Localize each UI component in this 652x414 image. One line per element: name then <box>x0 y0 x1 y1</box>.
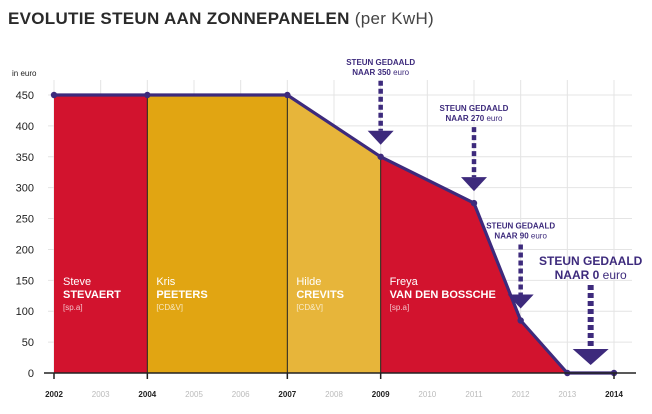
annotation-line2: NAAR 0 euro <box>555 268 627 282</box>
annotation-line1: STEUN GEDAALD <box>440 104 509 113</box>
x-tick-label: 2005 <box>185 390 203 399</box>
x-tick-label: 2006 <box>232 390 250 399</box>
x-tick-label: 2008 <box>325 390 343 399</box>
annotation-arrow-head <box>461 177 487 192</box>
annotation-arrow-head <box>572 349 609 365</box>
y-tick-label: 250 <box>16 214 34 226</box>
period-party: [CD&V] <box>296 303 323 312</box>
period-first-name: Steve <box>63 276 91 288</box>
data-point <box>144 91 151 99</box>
x-tick-label: 2012 <box>512 390 530 399</box>
annotation-unit: euro <box>603 268 627 282</box>
chart-title: EVOLUTIE STEUN AAN ZONNEPANELEN (per KwH… <box>8 9 434 29</box>
annotation-arrow-head <box>507 294 534 309</box>
data-point <box>517 317 524 324</box>
y-tick-label: 150 <box>16 275 34 287</box>
data-line <box>50 91 618 377</box>
period-last-name: STEVAERT <box>63 289 121 301</box>
period-area <box>147 95 288 373</box>
annotation-arrow-head <box>367 130 394 145</box>
y-tick-label: 350 <box>16 152 34 164</box>
y-axis-label: in euro <box>12 69 37 78</box>
x-tick-label: 2014 <box>605 390 623 399</box>
data-point <box>377 153 384 160</box>
annotation-unit: euro <box>486 114 503 123</box>
x-tick-label: 2010 <box>418 390 436 399</box>
period-party: [sp.a] <box>63 303 83 312</box>
period-first-name: Kris <box>156 276 175 288</box>
data-point <box>50 91 58 99</box>
y-tick-label: 200 <box>16 244 34 256</box>
axes: in euro 0 50 100 150 200 250 300 350 400 450 2002 20… <box>12 69 636 399</box>
data-point <box>284 91 291 99</box>
x-tick-label: 2013 <box>558 390 576 399</box>
y-tick-label: 300 <box>16 183 34 195</box>
chart-subtitle: (per KwH) <box>354 9 435 28</box>
period-party: [CD&V] <box>156 303 183 312</box>
period-first-name: Hilde <box>296 276 321 288</box>
period-last-name: PEETERS <box>156 289 207 301</box>
period-party: [sp.a] <box>390 303 410 312</box>
chart-title-main: EVOLUTIE STEUN AAN ZONNEPANELEN <box>8 9 350 28</box>
annotation-line1: STEUN GEDAALD <box>346 58 415 67</box>
annotation-line2: NAAR 350 euro <box>352 68 409 77</box>
annotation-line1: STEUN GEDAALD <box>539 254 643 268</box>
y-tick-label: 400 <box>16 121 34 133</box>
annotation-line2: NAAR 90 euro <box>494 231 547 240</box>
annotation-unit: euro <box>393 68 410 77</box>
x-tick-label: 2003 <box>92 390 110 399</box>
period-area <box>54 95 148 373</box>
annotation-line1: STEUN GEDAALD <box>486 221 555 230</box>
period-last-name: CREVITS <box>296 289 344 301</box>
period-area <box>287 95 381 373</box>
x-tick-label: 2007 <box>278 390 296 399</box>
x-tick-label: 2011 <box>465 390 483 399</box>
x-tick-label: 2009 <box>372 390 390 399</box>
y-tick-label: 50 <box>22 337 34 349</box>
period-last-name: VAN DEN BOSSCHE <box>390 289 496 301</box>
y-tick-label: 100 <box>16 306 34 318</box>
annotation-unit: euro <box>531 231 548 240</box>
period-first-name: Freya <box>390 276 419 288</box>
x-tick-label: 2002 <box>45 390 63 399</box>
annotation-line2: NAAR 270 euro <box>446 114 503 123</box>
y-tick-label: 450 <box>16 90 34 102</box>
x-tick-label: 2004 <box>138 390 156 399</box>
data-point <box>470 199 478 207</box>
series-line <box>54 93 614 375</box>
y-tick-label: 0 <box>28 368 34 380</box>
